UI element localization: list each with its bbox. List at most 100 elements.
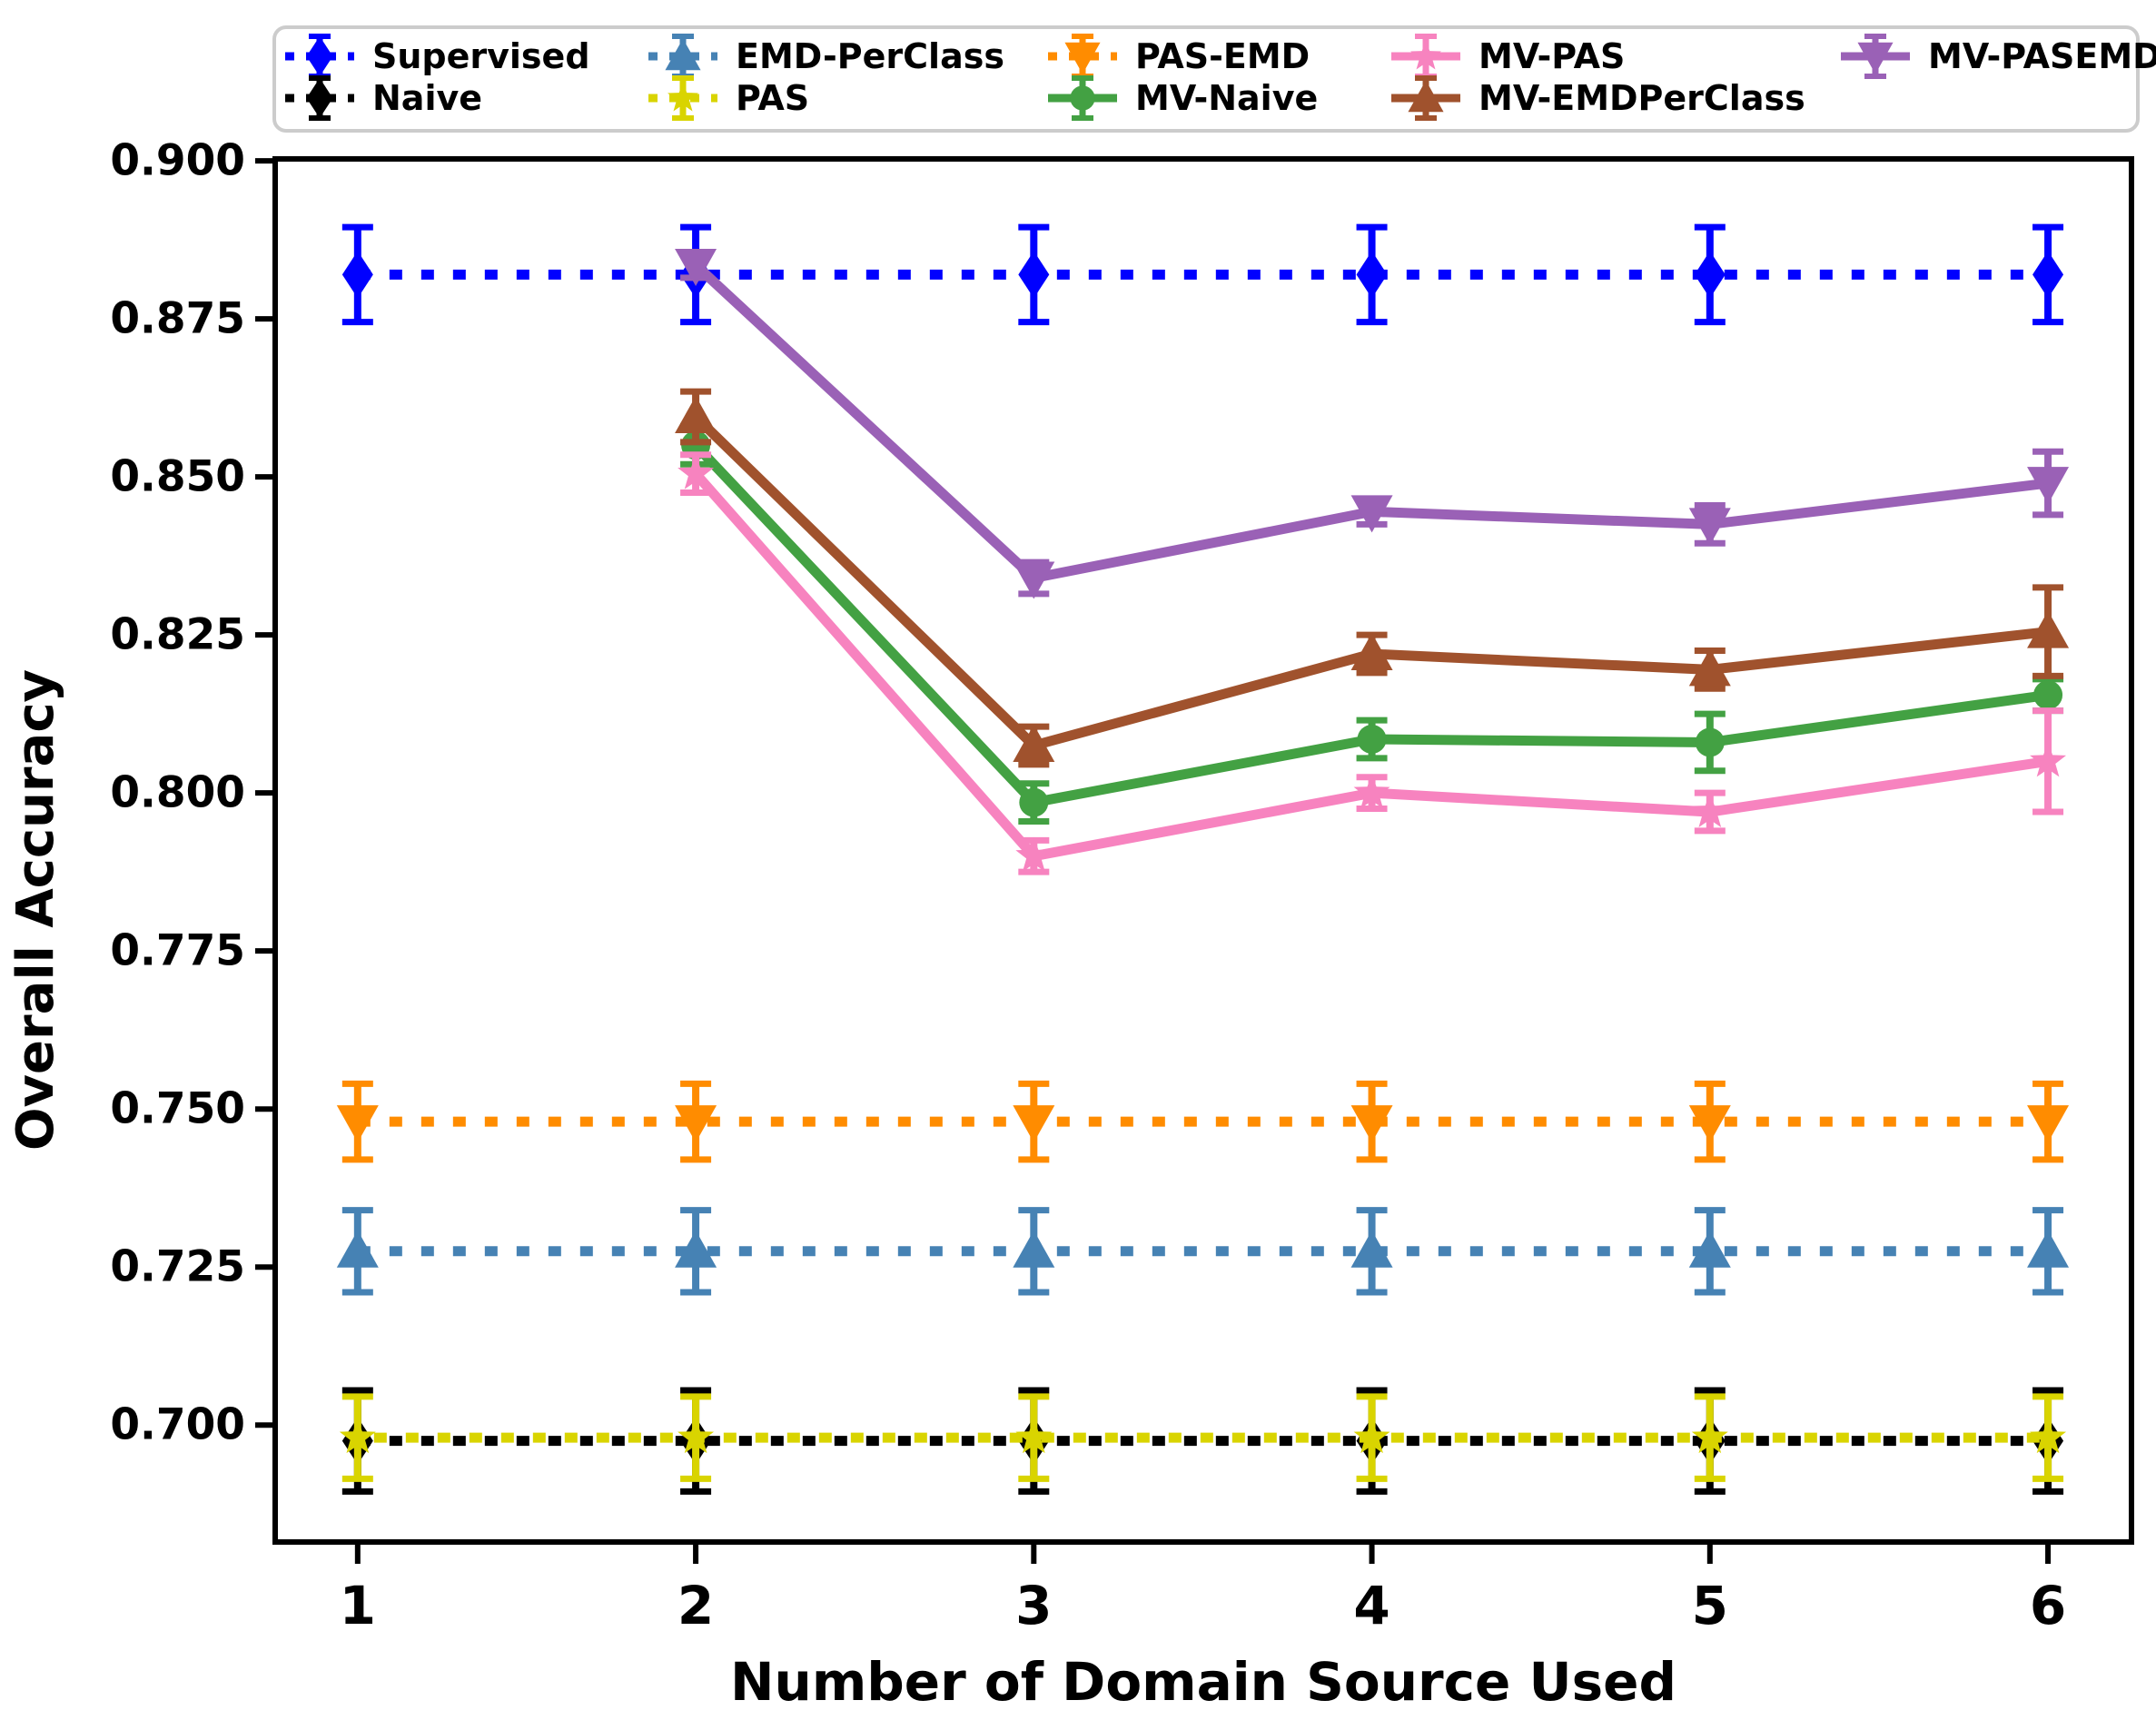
x-tick-label: 1 (340, 1575, 376, 1636)
y-tick-label: 0.825 (110, 610, 245, 660)
data-point-marker (675, 1230, 717, 1268)
data-point-marker (1018, 251, 1050, 299)
data-point-marker (2032, 251, 2064, 299)
data-point-marker (1013, 1105, 1055, 1143)
data-point-marker (1353, 774, 1390, 809)
data-point-marker (2027, 610, 2070, 648)
data-point-marker (1410, 40, 1441, 70)
plot-border (272, 156, 2134, 1545)
y-tick-label: 0.775 (110, 926, 245, 976)
legend-label: MV-PAS (1479, 36, 1625, 76)
data-point-marker (1350, 1105, 1393, 1143)
data-point-marker (1350, 1230, 1393, 1268)
series-emd-perclass (336, 1207, 2070, 1296)
x-tick-label: 6 (2030, 1575, 2066, 1636)
data-point-marker (1357, 724, 1387, 754)
data-point-marker (1350, 495, 1393, 533)
data-point-marker (1356, 251, 1388, 299)
data-point-marker (675, 1105, 717, 1143)
data-point-marker (1064, 42, 1101, 74)
data-point-marker (1688, 1105, 1731, 1143)
data-point-marker (1688, 508, 1731, 546)
legend-item-mv-pasemd: MV-PASEMD (1841, 34, 2156, 79)
data-point-marker (2027, 1230, 2070, 1268)
legend-item-naive: Naive (285, 75, 482, 121)
data-point-marker (1695, 727, 1725, 757)
series-pas-emd (336, 1080, 2070, 1163)
legend-label: MV-EMDPerClass (1479, 78, 1805, 118)
data-point-marker (336, 1105, 379, 1143)
legend-label: Supervised (372, 36, 590, 76)
legend-item-emd-perclass: EMD-PerClass (648, 34, 1004, 79)
y-axis-label: Overall Accuracy (6, 669, 65, 1151)
data-point-marker (2027, 467, 2070, 505)
legend-item-mv-emdperclass: MV-EMDPerClass (1391, 75, 1805, 121)
data-point-marker (2030, 742, 2067, 777)
data-point-marker (1688, 1230, 1731, 1268)
y-tick-label: 0.750 (110, 1084, 245, 1134)
data-point-marker (339, 1419, 376, 1454)
y-tick-label: 0.800 (110, 768, 245, 818)
data-point-marker (336, 1230, 379, 1268)
y-tick-label: 0.725 (110, 1242, 245, 1292)
data-point-marker (1857, 42, 1894, 74)
y-tick-label: 0.700 (110, 1400, 245, 1450)
series-supervised (341, 223, 2064, 326)
legend-item-pas: PAS (648, 75, 809, 121)
data-point-marker (1694, 251, 1726, 299)
data-point-marker (1013, 561, 1055, 599)
data-point-marker (1408, 80, 1444, 113)
data-point-marker (2030, 1419, 2067, 1454)
data-point-marker (1019, 787, 1049, 817)
y-tick-label: 0.850 (110, 452, 245, 502)
data-point-marker (306, 35, 333, 77)
data-point-marker (665, 38, 701, 71)
legend-label: PAS (736, 78, 809, 118)
x-tick-label: 5 (1692, 1575, 1728, 1636)
y-tick-label: 0.875 (110, 294, 245, 344)
data-point-marker (1015, 836, 1053, 872)
plot-layer: 0.700 0.725 0.750 0.775 0.800 0.825 0.850 0.875… (110, 25, 2156, 1636)
data-point-marker (1688, 648, 1731, 687)
legend: SupervisedNaiveEMD-PerClassPASPAS-EMDMV-… (272, 25, 2156, 133)
legend-label: EMD-PerClass (736, 36, 1004, 76)
legend-box (272, 25, 2140, 133)
data-point-marker (677, 454, 715, 489)
y-axis: 0.700 0.725 0.750 0.775 0.800 0.825 0.850 0.875… (110, 136, 275, 1450)
data-point-marker (1353, 1419, 1390, 1454)
x-tick-label: 2 (677, 1575, 714, 1636)
legend-item-mv-naive: MV-Naive (1048, 75, 1318, 121)
data-point-marker (668, 82, 698, 112)
data-point-marker (341, 251, 373, 299)
legend-item-mv-pas: MV-PAS (1391, 34, 1625, 79)
data-point-marker (2027, 1105, 2070, 1143)
data-point-marker (1070, 85, 1095, 111)
legend-label: PAS-EMD (1135, 36, 1310, 76)
legend-item-supervised: Supervised (285, 34, 590, 79)
series-mv-pasemd (675, 248, 2070, 599)
x-tick-label: 3 (1015, 1575, 1052, 1636)
series-mv-naive (680, 422, 2064, 825)
data-point-marker (1013, 1230, 1055, 1268)
legend-item-pas-emd: PAS-EMD (1048, 34, 1310, 79)
data-point-marker (1015, 1419, 1053, 1454)
legend-label: MV-PASEMD (1928, 36, 2156, 76)
data-point-marker (1691, 1419, 1728, 1454)
series-pas (339, 1393, 2067, 1482)
data-point-marker (677, 1419, 715, 1454)
legend-label: Naive (372, 78, 482, 118)
data-point-marker (1350, 633, 1393, 671)
y-tick-label: 0.900 (110, 136, 245, 186)
data-point-marker (675, 395, 717, 433)
series-mv-pas (677, 451, 2067, 875)
x-axis-label: Number of Domain Source Used (730, 1651, 1676, 1713)
data-point-marker (675, 248, 717, 286)
data-point-marker (1013, 724, 1055, 762)
data-point-marker (1691, 793, 1728, 828)
x-axis: 1 2 3 4 5 6 (340, 1542, 2066, 1636)
data-point-marker (306, 77, 333, 119)
series-mv-emdperclass (675, 388, 2070, 768)
legend-label: MV-Naive (1135, 78, 1318, 118)
